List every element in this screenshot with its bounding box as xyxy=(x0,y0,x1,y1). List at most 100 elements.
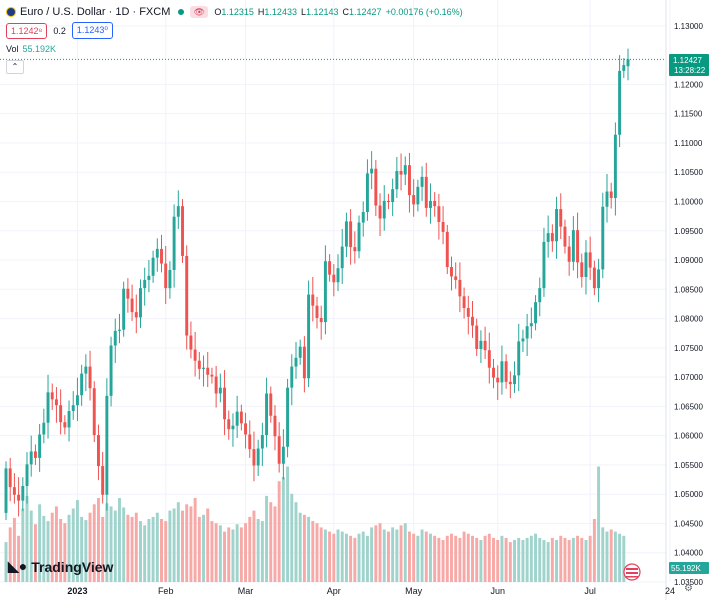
volume-bar xyxy=(420,529,424,582)
volume-bar xyxy=(517,537,521,582)
candle xyxy=(12,473,16,504)
volume-bar xyxy=(332,533,336,582)
volume-bar xyxy=(298,512,302,582)
candle xyxy=(50,383,54,410)
volume-bar xyxy=(172,508,176,582)
us-flag-icon[interactable] xyxy=(623,563,641,581)
candle xyxy=(155,238,159,272)
candle xyxy=(223,370,227,436)
volume-bar xyxy=(281,477,285,582)
candle xyxy=(248,420,252,458)
candle xyxy=(273,405,277,451)
candle xyxy=(517,323,521,392)
candle xyxy=(164,245,168,304)
volume-bar xyxy=(75,500,79,582)
volume-bar xyxy=(403,523,407,582)
volume-bar xyxy=(571,537,575,582)
candle xyxy=(597,258,601,303)
gear-icon[interactable]: ⚙ xyxy=(684,583,693,594)
buy-button[interactable]: 1.1243⁰ xyxy=(71,22,113,39)
volume-bar xyxy=(382,529,386,582)
candle xyxy=(475,318,479,357)
grid xyxy=(0,0,671,583)
volume-bar xyxy=(109,506,113,582)
candle xyxy=(462,287,466,319)
volume-bar xyxy=(33,524,37,582)
volume-bar xyxy=(584,540,588,582)
volume-bar xyxy=(25,495,29,582)
y-tick-label: 1.06500 xyxy=(674,402,703,411)
price-axis: 1.13000 1.12000 1.11500 1.11000 1.10500 1.100… xyxy=(665,0,703,600)
volume-bar xyxy=(437,537,441,582)
candle xyxy=(8,457,12,502)
volume-bar xyxy=(344,533,348,582)
volume-bar xyxy=(399,525,403,582)
candle xyxy=(332,264,336,297)
volume-bar xyxy=(613,531,617,582)
eye-icon[interactable]: 👁 xyxy=(190,6,209,18)
candle xyxy=(17,477,21,517)
time-axis: 2023 Feb Mar Apr May Jun Jul 24 xyxy=(67,586,675,596)
candle xyxy=(555,196,559,259)
candle xyxy=(403,156,407,186)
volume-bar xyxy=(508,542,512,582)
candle xyxy=(546,215,550,258)
candle xyxy=(357,215,361,259)
volume-bar xyxy=(441,540,445,582)
last-price-marker: 1.12427 13:28:22 xyxy=(669,54,709,76)
collapse-chevron-icon[interactable]: ⌃ xyxy=(6,60,24,74)
y-tick-label: 1.12000 xyxy=(674,80,703,89)
candle xyxy=(122,281,126,337)
volume-bar xyxy=(416,535,420,582)
candle xyxy=(534,295,538,331)
volume-bar xyxy=(521,540,525,582)
chart-header: Euro / U.S. Dollar · 1D · FXCM 👁 O1.1231… xyxy=(6,4,467,20)
volume-bar xyxy=(202,514,205,582)
sell-button[interactable]: 1.1242⁸ xyxy=(6,22,48,39)
y-tick-label: 1.10500 xyxy=(674,168,703,177)
volume-bar xyxy=(433,535,437,582)
volume-bar xyxy=(38,504,42,582)
candle xyxy=(193,332,197,377)
candle xyxy=(143,267,147,306)
candle xyxy=(471,301,474,338)
volume-bar xyxy=(349,535,353,582)
candle xyxy=(75,377,79,422)
volume-bar xyxy=(328,531,332,582)
candle xyxy=(584,240,588,295)
candle xyxy=(206,351,210,388)
volume-bar xyxy=(29,510,33,582)
candle xyxy=(605,173,609,223)
volume-bar xyxy=(483,535,487,582)
x-tick-label: Mar xyxy=(238,586,254,596)
volume-bar xyxy=(168,510,172,582)
candle xyxy=(588,236,592,280)
volume-bar xyxy=(378,523,382,582)
volume-bar xyxy=(374,525,378,582)
tradingview-logo[interactable]: ◣● TradingView xyxy=(8,558,113,575)
volume-bar xyxy=(567,540,571,582)
candle xyxy=(80,364,84,406)
volume-bar xyxy=(588,535,592,582)
candle xyxy=(626,48,630,81)
volume-bar xyxy=(273,506,277,582)
volume-bar xyxy=(492,537,495,582)
candle xyxy=(466,295,470,335)
candle xyxy=(550,224,554,252)
y-tick-label: 1.08500 xyxy=(674,285,703,294)
candle xyxy=(529,307,533,339)
symbol-title[interactable]: Euro / U.S. Dollar · 1D · FXCM xyxy=(20,6,171,18)
x-tick-label: Jun xyxy=(490,586,505,596)
volume-bar xyxy=(193,498,197,582)
candle xyxy=(311,276,315,322)
candle xyxy=(134,294,138,334)
candle xyxy=(54,387,58,423)
volume-bar xyxy=(294,502,298,582)
close-value: C1.12427 xyxy=(342,7,382,17)
volume-marker-label: 55.192K xyxy=(671,564,701,573)
candle xyxy=(521,329,525,352)
candle xyxy=(21,477,25,512)
volume-bar xyxy=(218,525,222,582)
volume-bar xyxy=(71,508,75,582)
